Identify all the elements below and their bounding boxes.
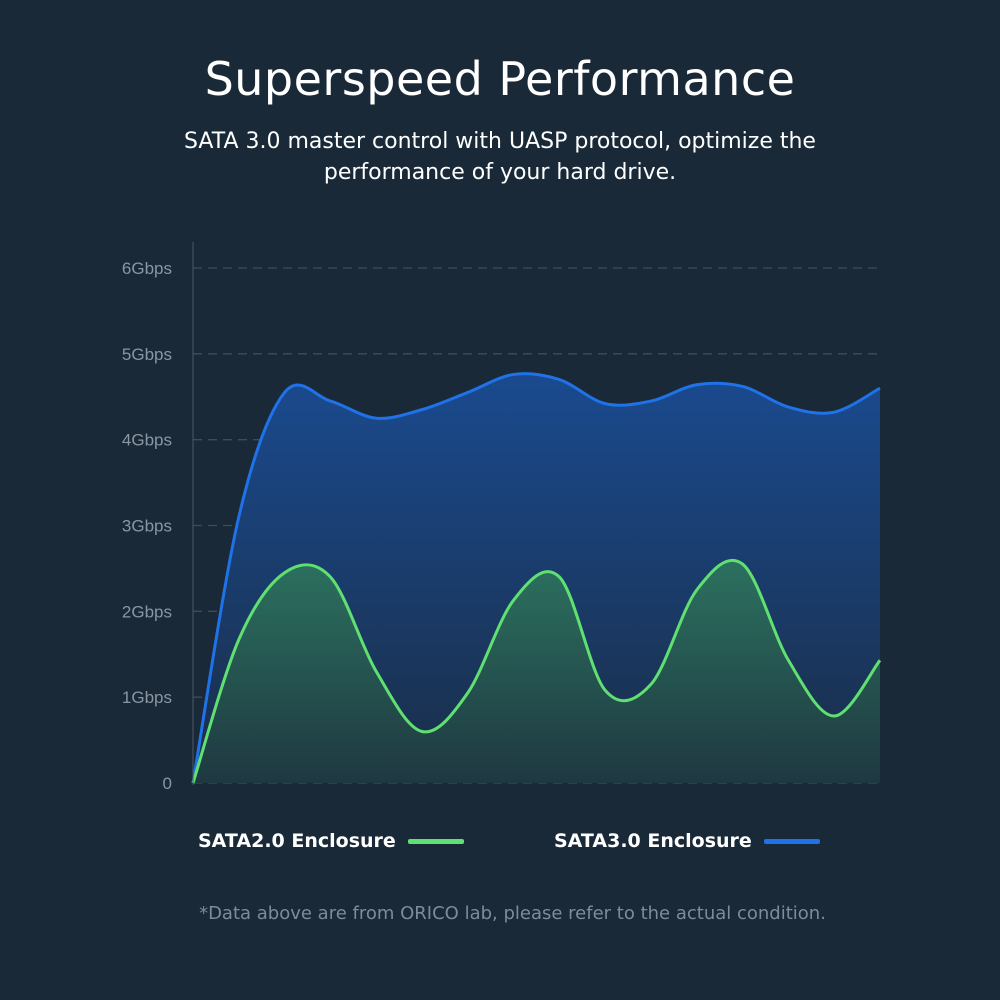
legend-swatch-blue — [763, 838, 820, 844]
legend-label: SATA3.0 Enclosure — [554, 830, 752, 852]
legend-label: SATA2.0 Enclosure — [198, 830, 396, 852]
y-tick-label: 6Gbps — [122, 259, 172, 278]
area-sata2-0-enclosure — [193, 560, 880, 783]
y-tick-label: 2Gbps — [122, 602, 172, 621]
line-sata2-0-enclosure — [191, 558, 882, 784]
legend-swatch-green — [407, 838, 464, 844]
legend-item-sata2: SATA2.0 Enclosure — [198, 830, 464, 852]
y-tick-label: 4Gbps — [122, 431, 172, 450]
y-tick-label: 3Gbps — [122, 517, 172, 536]
legend-item-sata3: SATA3.0 Enclosure — [554, 830, 820, 852]
y-tick-label: 1Gbps — [122, 688, 172, 707]
page-subtitle: SATA 3.0 master control with UASP protoc… — [184, 129, 816, 185]
line-sata3-0-enclosure — [191, 372, 881, 784]
footnote: *Data above are from ORICO lab, please r… — [199, 903, 826, 924]
page-title: Superspeed Performance — [204, 52, 796, 106]
y-tick-label: 0 — [163, 774, 172, 793]
y-tick-label: 5Gbps — [122, 345, 172, 364]
